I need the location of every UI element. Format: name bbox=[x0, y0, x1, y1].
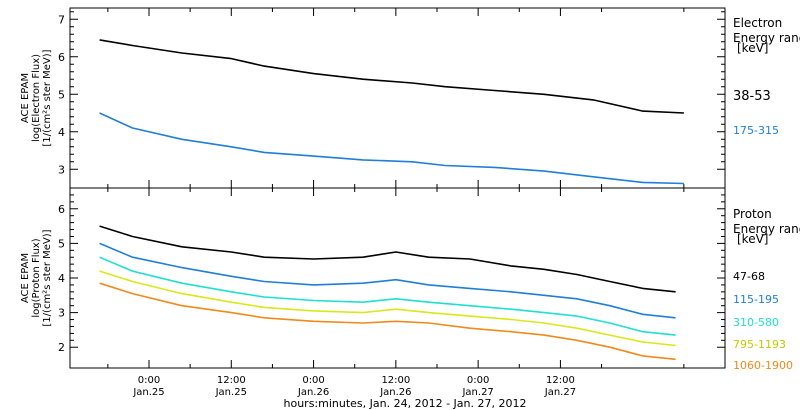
proton-legend-entry: 795-1193 bbox=[733, 338, 786, 351]
proton-series-1060-1900 bbox=[99, 282, 676, 361]
electron-ytick-label: 5 bbox=[58, 88, 65, 101]
proton-legend-entry: 310-580 bbox=[733, 316, 779, 329]
xtick-time-label: 12:00 bbox=[217, 375, 246, 386]
electron-legend-title: Electron bbox=[733, 16, 782, 30]
proton-ytick-label: 6 bbox=[58, 203, 65, 216]
proton-series-115-195 bbox=[99, 242, 676, 319]
xtick-date-label: Jan.27 bbox=[461, 387, 493, 398]
proton-ytick-label: 3 bbox=[58, 307, 65, 320]
xtick-time-label: 12:00 bbox=[546, 375, 575, 386]
electron-legend-entry: 38-53 bbox=[733, 89, 771, 104]
xtick-time-label: 0:00 bbox=[138, 375, 160, 386]
proton-frame bbox=[69, 187, 726, 369]
electron-ytick-label: 6 bbox=[58, 51, 65, 64]
xtick-time-label: 0:00 bbox=[302, 375, 324, 386]
x-axis-label: hours:minutes, Jan. 24, 2012 - Jan. 27, … bbox=[284, 397, 527, 410]
proton-legend-entry: 1060-1900 bbox=[733, 359, 793, 372]
proton-ytick-label: 5 bbox=[58, 237, 65, 250]
xtick-date-label: Jan.26 bbox=[297, 387, 329, 398]
electron-series-175-315 bbox=[99, 112, 684, 185]
xtick-time-label: 0:00 bbox=[467, 375, 489, 386]
electron-ylabel-line: [1/(cm²s ster MeV)] bbox=[42, 49, 53, 146]
electron-legend-entry: 175-315 bbox=[733, 124, 779, 137]
proton-legend-units: [keV] bbox=[737, 232, 768, 246]
xtick-date-label: Jan.25 bbox=[132, 387, 164, 398]
proton-ytick-label: 2 bbox=[58, 341, 65, 354]
xtick-time-label: 12:00 bbox=[381, 375, 410, 386]
proton-series-795-1193 bbox=[99, 270, 676, 347]
proton-ylabel-line: ACE EPAM bbox=[20, 253, 31, 303]
proton-legend-title: Proton bbox=[733, 207, 772, 221]
proton-legend-subtitle: Energy ranges bbox=[733, 222, 800, 236]
electron-series-38-53 bbox=[99, 39, 684, 114]
electron-ylabel-line: ACE EPAM bbox=[20, 73, 31, 123]
proton-legend-entry: 115-195 bbox=[733, 293, 779, 306]
proton-ytick-label: 4 bbox=[58, 272, 65, 285]
electron-legend-subtitle: Energy ranges bbox=[733, 31, 800, 45]
proton-ylabel-line: log(Proton Flux) bbox=[31, 238, 42, 317]
electron-ytick-label: 3 bbox=[58, 163, 65, 176]
xtick-date-label: Jan.27 bbox=[544, 387, 576, 398]
proton-legend-entry: 47-68 bbox=[733, 270, 765, 283]
electron-ytick-label: 4 bbox=[58, 126, 65, 139]
proton-series-310-580 bbox=[99, 256, 676, 336]
xtick-date-label: Jan.25 bbox=[215, 387, 247, 398]
xtick-date-label: Jan.26 bbox=[379, 387, 411, 398]
proton-series-47-68 bbox=[99, 225, 676, 293]
electron-ytick-label: 7 bbox=[58, 13, 65, 26]
proton-ylabel-line: [1/(cm²s ster MeV)] bbox=[42, 229, 53, 326]
electron-legend-units: [keV] bbox=[737, 41, 768, 55]
electron-ylabel-line: log(Electron Flux) bbox=[31, 54, 42, 142]
